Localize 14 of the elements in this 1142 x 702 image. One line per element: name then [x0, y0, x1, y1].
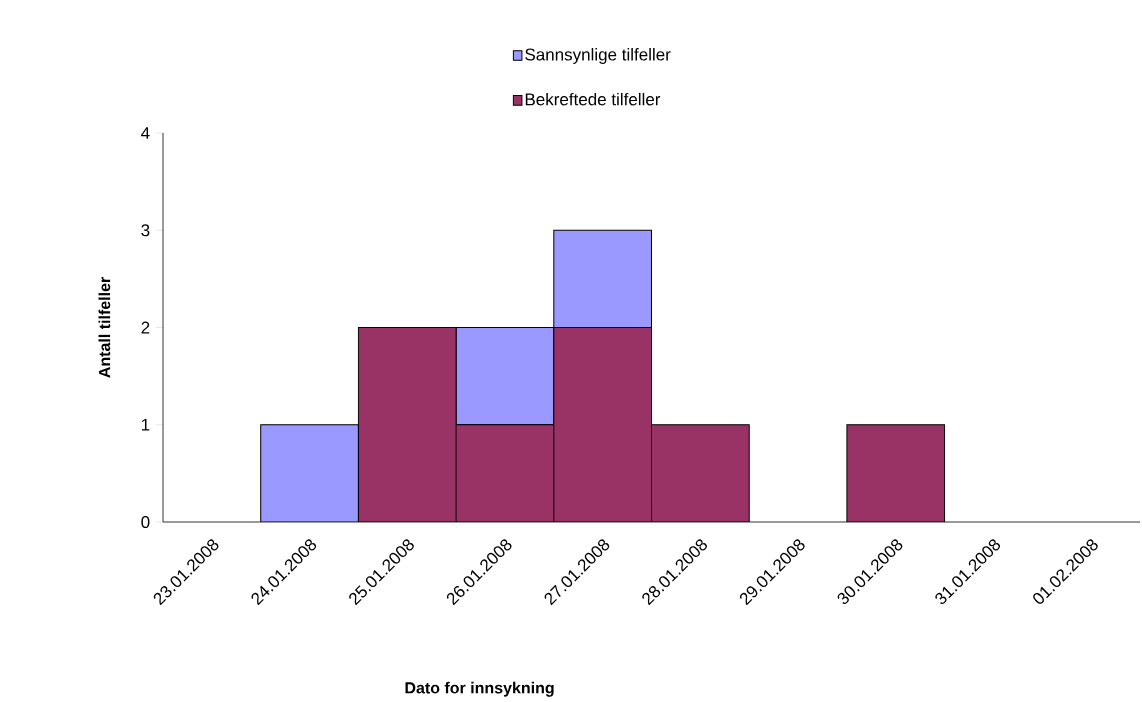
bar: [455, 327, 555, 426]
y-tick-label: 1: [141, 418, 150, 431]
y-tick-label: 3: [141, 224, 150, 237]
bar: [358, 327, 457, 522]
legend-label: Sannsynlige tilfeller: [525, 48, 671, 64]
bar: [846, 424, 946, 522]
bar: [260, 424, 359, 522]
y-tick-label: 2: [141, 321, 150, 334]
x-axis-title: Dato for innsykning: [405, 681, 554, 697]
bar: [553, 229, 653, 328]
y-axis-title: Antall tilfeller: [98, 277, 111, 378]
y-tick-label: 0: [141, 515, 150, 529]
y-tick-label: 4: [141, 127, 150, 139]
legend-label: Bekreftede tilfeller: [525, 92, 661, 106]
